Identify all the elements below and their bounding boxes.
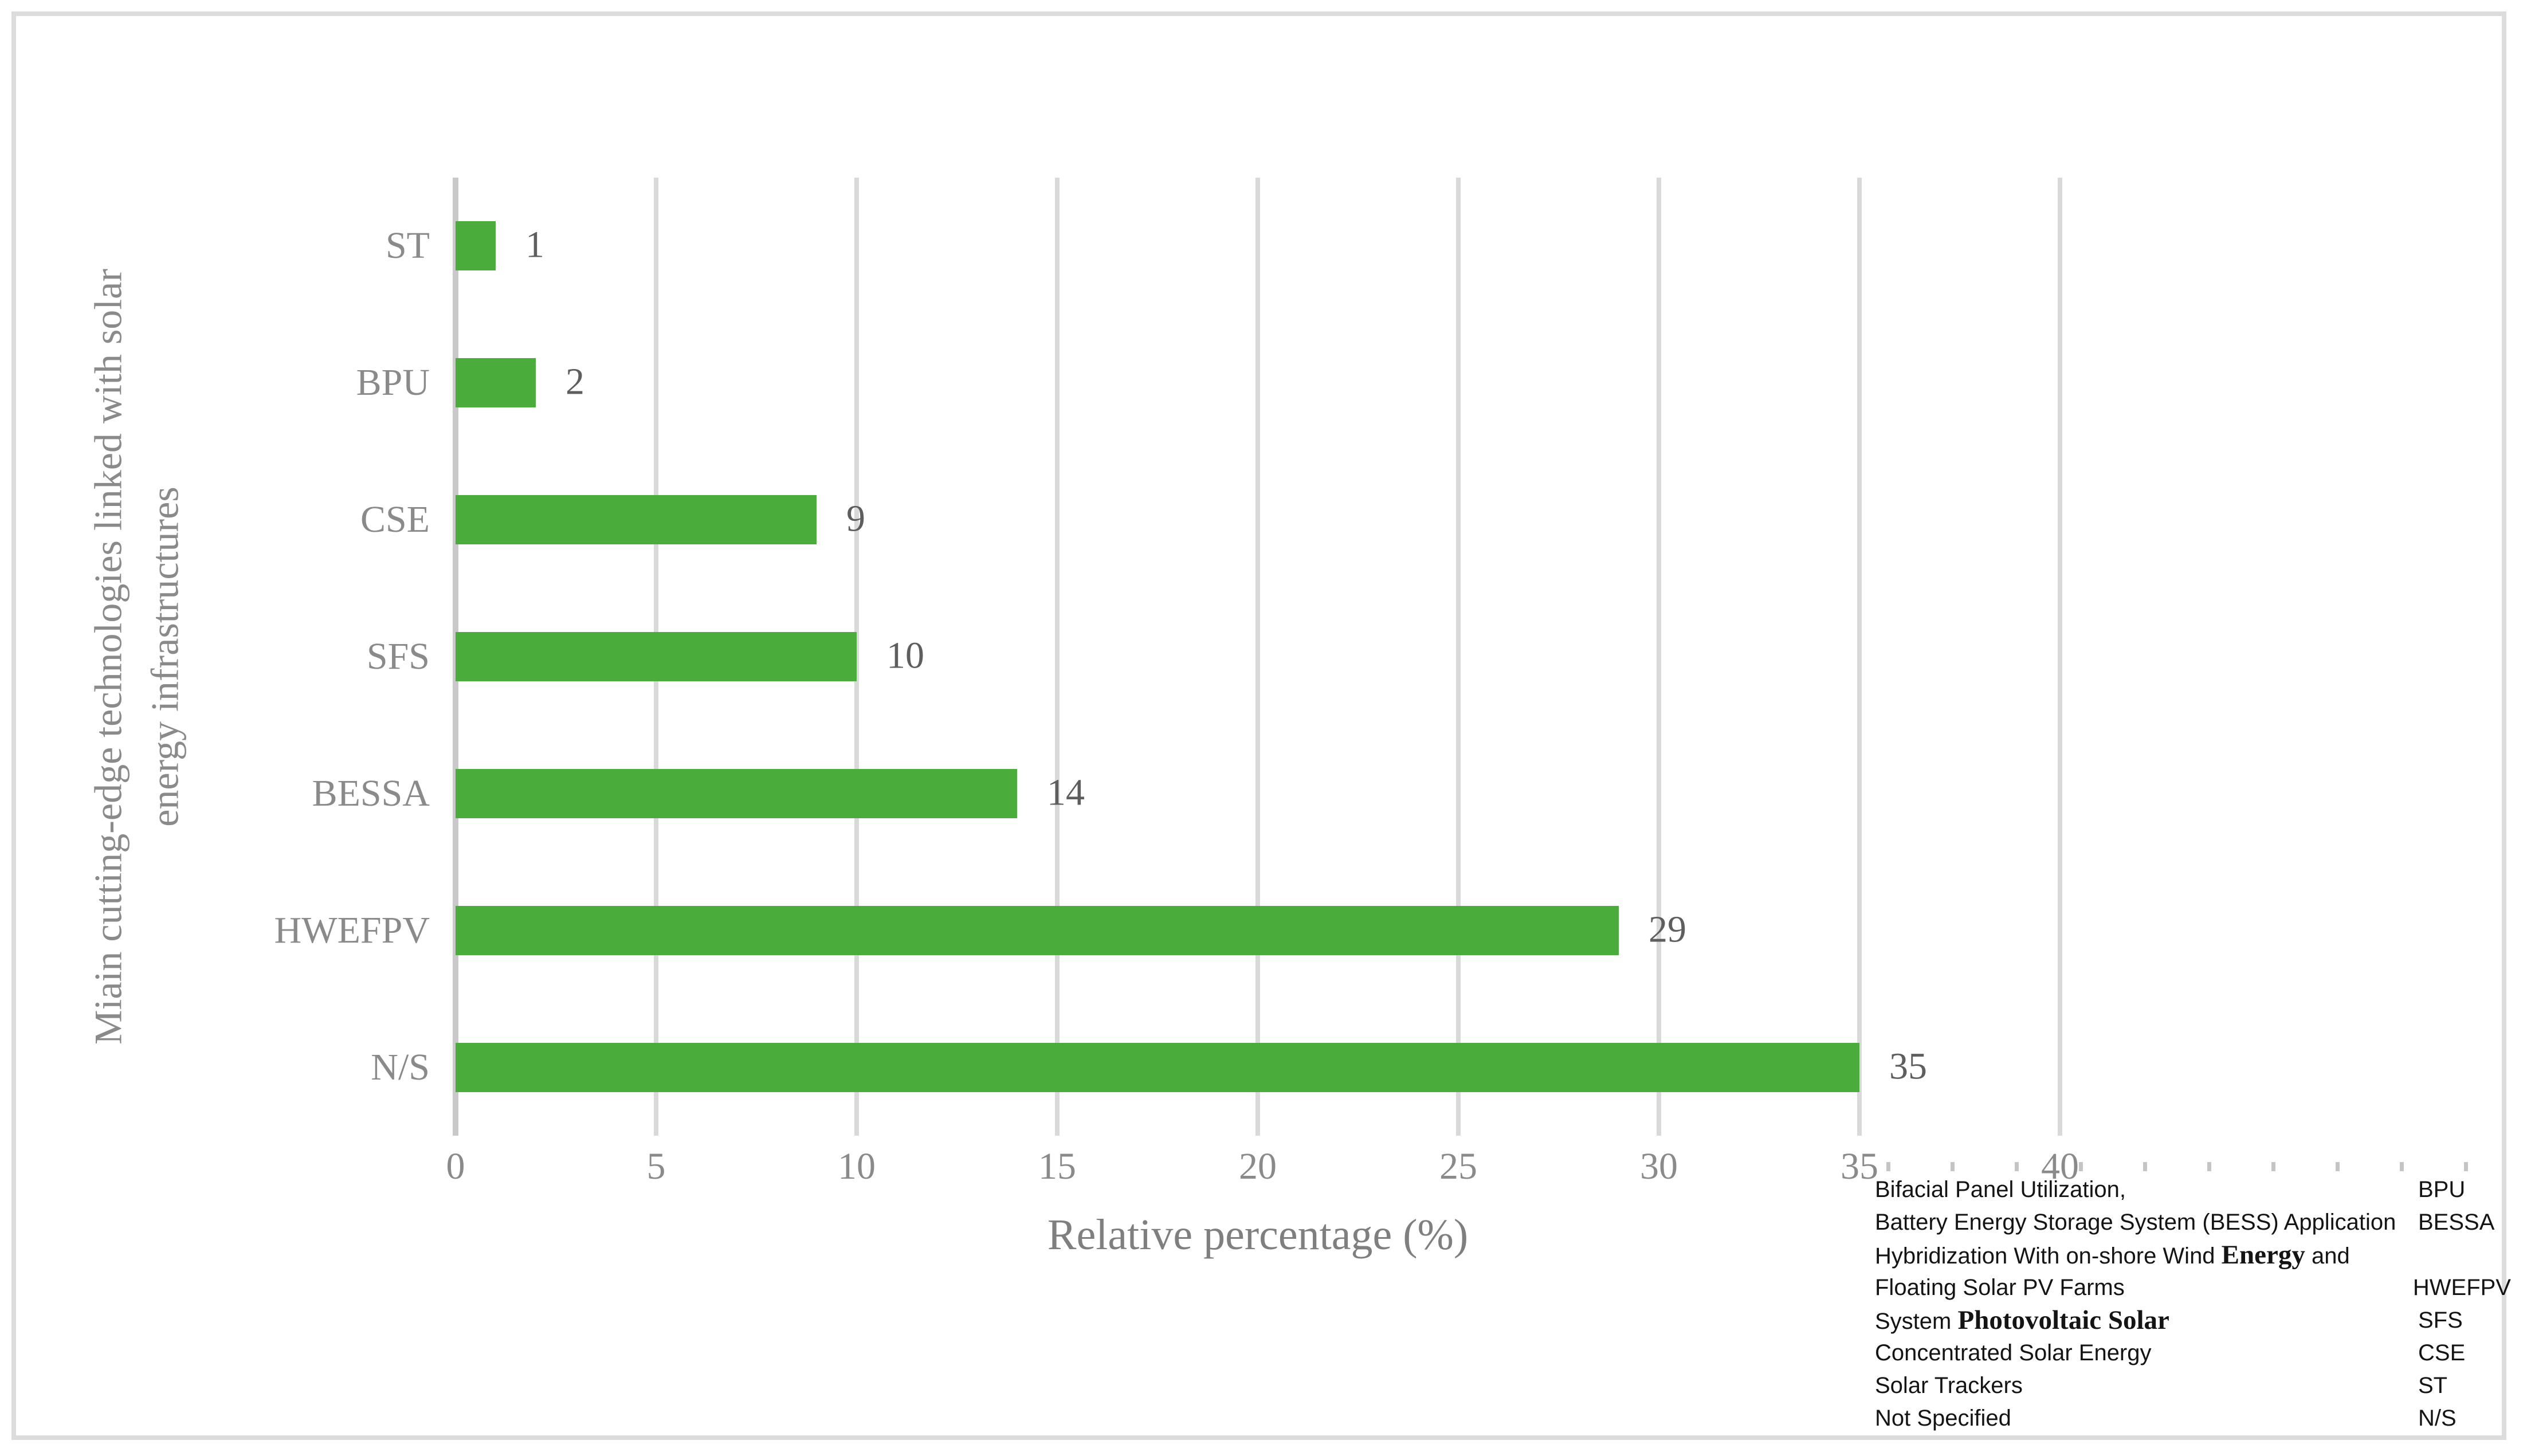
bar-cse (456, 495, 817, 545)
legend-abbreviation: BPU (2418, 1177, 2466, 1202)
category-label-bpu: BPU (356, 362, 430, 404)
x-tick-label-30: 30 (1640, 1145, 1678, 1187)
category-label-cse: CSE (360, 499, 430, 541)
legend-row-1: Bifacial Panel Utilization, BPU (1875, 1174, 2511, 1206)
gridline-30 (1657, 178, 1661, 1136)
x-tick-label-20: 20 (1239, 1145, 1277, 1187)
x-tick-label-35: 35 (1841, 1145, 1878, 1187)
legend-term: Bifacial Panel Utilization, (1875, 1177, 2126, 1202)
value-label-bessa: 14 (1047, 771, 1085, 814)
category-label-sfs: SFS (366, 635, 430, 677)
legend-row-4: Floating Solar PV Farms HWEFPV (1875, 1271, 2511, 1304)
y-axis-title: Miain cutting-edge technologies linked w… (80, 0, 193, 1316)
legend-row-6: Concentrated Solar Energy CSE (1875, 1337, 2511, 1369)
x-tick-label-0: 0 (446, 1145, 465, 1187)
legend-term: Hybridization With on-shore Wind Energy … (1875, 1240, 2350, 1270)
legend-row-2: Battery Energy Storage System (BESS) App… (1875, 1206, 2511, 1239)
category-label-hwefpv: HWEFPV (274, 909, 430, 951)
bar-hwefpv (456, 905, 1619, 955)
bar-n-s (456, 1042, 1859, 1092)
tick-dash (2079, 1162, 2083, 1171)
legend-row-5: System Photovoltaic Solar SFS (1875, 1304, 2511, 1337)
x-tick-label-5: 5 (646, 1145, 666, 1187)
tick-dash (2400, 1162, 2404, 1171)
legend-row-7: Solar Trackers ST (1875, 1369, 2511, 1402)
bar-sfs (456, 632, 857, 681)
legend-row-8: Not Specified N/S (1875, 1402, 2511, 1435)
x-tick-label-10: 10 (838, 1145, 876, 1187)
category-label-bessa: BESSA (312, 772, 430, 814)
tick-dash (2271, 1162, 2275, 1171)
legend-abbreviation: HWEFPV (2412, 1275, 2511, 1300)
legend-abbreviation: ST (2418, 1373, 2448, 1398)
legend-abbreviation: N/S (2418, 1406, 2457, 1431)
tick-dash (2143, 1162, 2147, 1171)
gridline-35 (1857, 178, 1862, 1136)
category-label-st: ST (385, 225, 430, 267)
value-label-sfs: 10 (886, 634, 924, 677)
x-axis-title: Relative percentage (%) (1047, 1211, 1469, 1259)
gridline-20 (1255, 178, 1260, 1136)
legend-term: Concentrated Solar Energy (1875, 1340, 2152, 1365)
x-tick-label-40: 40 (2041, 1145, 2079, 1187)
tick-dash (2336, 1162, 2340, 1171)
legend-abbreviation (2418, 1239, 2511, 1271)
x-tick-label-25: 25 (1439, 1145, 1477, 1187)
legend-term: Floating Solar PV Farms (1875, 1275, 2125, 1300)
figure-border (11, 11, 2506, 1440)
value-label-n-s: 35 (1889, 1045, 1927, 1088)
legend-term: Not Specified (1875, 1406, 2011, 1431)
gridline-40 (2058, 178, 2062, 1136)
legend-term: Battery Energy Storage System (BESS) App… (1875, 1210, 2396, 1235)
legend-row-3: Hybridization With on-shore Wind Energy … (1875, 1239, 2511, 1271)
legend-abbreviation: SFS (2418, 1308, 2463, 1333)
y-axis-title-line2: energy infrastructures (143, 486, 186, 827)
y-axis-title-line1: Miain cutting-edge technologies linked w… (86, 268, 130, 1045)
bar-bessa (456, 768, 1017, 818)
bar-bpu (456, 358, 536, 408)
value-label-hwefpv: 29 (1649, 908, 1686, 951)
legend-term-emphasis: Energy (2221, 1240, 2305, 1270)
tick-dash (2464, 1162, 2468, 1171)
tick-dash (1886, 1162, 1890, 1171)
legend-term: Solar Trackers (1875, 1373, 2023, 1398)
gridline-10 (854, 178, 859, 1136)
tick-dash (2015, 1162, 2019, 1171)
value-label-bpu: 2 (566, 360, 584, 403)
x-tick-label-15: 15 (1038, 1145, 1076, 1187)
value-label-st: 1 (525, 223, 544, 266)
category-label-n-s: N/S (371, 1046, 430, 1088)
gridline-25 (1456, 178, 1461, 1136)
tick-dash (1951, 1162, 1955, 1171)
legend-abbreviation: CSE (2418, 1340, 2466, 1365)
abbreviation-legend: Bifacial Panel Utilization, BPU Battery En… (1875, 1174, 2511, 1435)
bar-st (456, 221, 496, 271)
legend-term-emphasis: Photovoltaic Solar (1957, 1305, 2169, 1335)
legend-term: System Photovoltaic Solar (1875, 1305, 2169, 1335)
value-label-cse: 9 (846, 497, 865, 540)
tick-dash (2207, 1162, 2211, 1171)
legend-abbreviation: BESSA (2418, 1210, 2495, 1235)
plot-area (453, 178, 2062, 1136)
gridline-15 (1055, 178, 1060, 1136)
